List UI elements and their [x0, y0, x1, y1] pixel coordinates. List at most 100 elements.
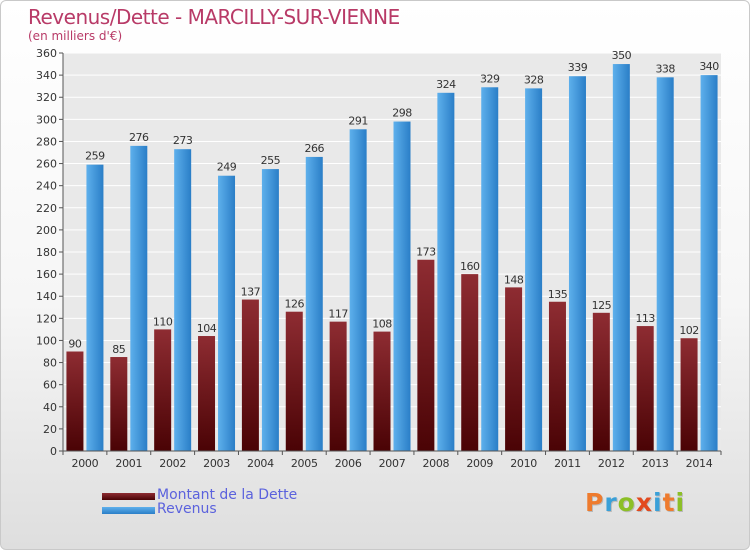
- legend-swatch-revenus: [102, 507, 155, 514]
- y-tick-label: 300: [36, 113, 57, 126]
- data-label-dette-2000: 90: [68, 338, 81, 351]
- logo-letter: i: [675, 488, 686, 517]
- bar-dette-2007: [373, 331, 391, 451]
- data-label-dette-2012: 125: [592, 299, 612, 312]
- y-tick-label: 320: [36, 91, 57, 104]
- logo-letter: x: [635, 488, 653, 517]
- y-tick-label: 260: [36, 158, 57, 171]
- bar-dette-2005: [285, 311, 303, 451]
- data-label-revenus-2005: 266: [305, 142, 325, 155]
- chart-title: Revenus/Dette - MARCILLY-SUR-VIENNE: [28, 5, 400, 29]
- y-tick-label: 0: [50, 445, 57, 458]
- data-label-revenus-2002: 273: [173, 134, 193, 147]
- y-tick-label: 340: [36, 69, 57, 82]
- y-tick-label: 200: [36, 224, 57, 237]
- bar-revenus-2011: [568, 76, 586, 451]
- data-label-revenus-2007: 298: [392, 107, 412, 120]
- y-tick-label: 160: [36, 268, 57, 281]
- x-tick-label-2012: 2012: [598, 457, 625, 470]
- data-label-dette-2011: 135: [548, 288, 568, 301]
- x-tick-label-2007: 2007: [379, 457, 406, 470]
- data-label-revenus-2010: 328: [524, 73, 544, 86]
- data-label-revenus-2008: 324: [436, 78, 456, 91]
- data-label-revenus-2011: 339: [568, 61, 588, 74]
- logo-letter: P: [585, 488, 605, 517]
- bar-revenus-2003: [218, 175, 236, 451]
- data-label-dette-2010: 148: [504, 273, 524, 286]
- y-tick-label: 280: [36, 135, 57, 148]
- x-tick-label-2005: 2005: [291, 457, 318, 470]
- data-label-dette-2006: 117: [328, 308, 348, 321]
- logo-letter: o: [617, 488, 636, 517]
- data-label-revenus-2012: 350: [612, 49, 632, 62]
- data-label-revenus-2013: 338: [655, 62, 675, 75]
- bar-revenus-2004: [261, 169, 279, 452]
- bar-revenus-2014: [700, 75, 718, 451]
- data-label-revenus-2001: 276: [129, 131, 149, 144]
- data-label-dette-2009: 160: [460, 260, 480, 273]
- y-tick-label: 120: [36, 312, 57, 325]
- bar-dette-2008: [417, 259, 435, 451]
- data-label-dette-2007: 108: [372, 318, 392, 331]
- data-label-dette-2014: 102: [679, 324, 699, 337]
- y-tick-label: 360: [36, 47, 57, 60]
- y-tick-label: 20: [43, 423, 57, 436]
- bar-dette-2012: [592, 312, 610, 451]
- bar-revenus-2013: [656, 77, 674, 452]
- bar-revenus-2009: [481, 87, 499, 452]
- x-tick-label-2009: 2009: [466, 457, 493, 470]
- y-tick-label: 180: [36, 246, 57, 259]
- legend-label-revenus: Revenus: [157, 501, 217, 517]
- logo-letter: i: [653, 488, 663, 517]
- legend-label-dette: Montant de la Dette: [157, 487, 298, 503]
- data-label-dette-2002: 110: [153, 315, 173, 328]
- x-tick-label-2014: 2014: [686, 457, 713, 470]
- data-label-revenus-2014: 340: [699, 60, 719, 73]
- data-label-revenus-2006: 291: [348, 114, 368, 127]
- bar-revenus-2000: [86, 164, 104, 451]
- bar-dette-2006: [329, 321, 347, 451]
- data-label-dette-2008: 173: [416, 246, 436, 259]
- bar-dette-2003: [198, 336, 216, 451]
- bar-revenus-2006: [349, 129, 367, 452]
- x-tick-label-2011: 2011: [554, 457, 581, 470]
- data-label-dette-2001: 85: [112, 343, 125, 356]
- bar-revenus-2012: [612, 64, 630, 452]
- data-label-dette-2003: 104: [197, 322, 217, 335]
- bar-revenus-2008: [437, 92, 455, 452]
- x-tick-label-2001: 2001: [115, 457, 142, 470]
- bar-dette-2000: [66, 351, 84, 451]
- data-label-revenus-2000: 259: [85, 150, 105, 163]
- bar-dette-2013: [636, 326, 654, 451]
- data-label-dette-2005: 126: [285, 298, 305, 311]
- y-tick-label: 100: [36, 334, 57, 347]
- bar-dette-2002: [154, 329, 172, 451]
- data-label-revenus-2003: 249: [217, 161, 237, 174]
- x-tick-label-2003: 2003: [203, 457, 230, 470]
- bar-revenus-2010: [525, 88, 543, 451]
- bar-dette-2001: [110, 357, 128, 451]
- data-label-revenus-2004: 255: [261, 154, 281, 167]
- x-tick-label-2013: 2013: [642, 457, 669, 470]
- y-tick-label: 60: [43, 379, 57, 392]
- bar-revenus-2002: [174, 149, 192, 451]
- y-tick-label: 140: [36, 290, 57, 303]
- data-label-revenus-2009: 329: [480, 72, 500, 85]
- bar-revenus-2005: [305, 156, 323, 451]
- x-tick-label-2010: 2010: [510, 457, 537, 470]
- x-tick-label-2008: 2008: [422, 457, 449, 470]
- bar-dette-2009: [461, 274, 479, 451]
- bar-dette-2011: [548, 301, 566, 451]
- bar-revenus-2001: [130, 145, 148, 451]
- y-tick-label: 220: [36, 202, 57, 215]
- x-tick-label-2000: 2000: [72, 457, 99, 470]
- data-label-dette-2004: 137: [241, 286, 261, 299]
- bar-dette-2010: [505, 287, 523, 451]
- x-tick-label-2004: 2004: [247, 457, 274, 470]
- y-tick-label: 240: [36, 180, 57, 193]
- x-tick-label-2002: 2002: [159, 457, 186, 470]
- y-tick-label: 80: [43, 357, 57, 370]
- logo-letter: t: [662, 488, 676, 517]
- logo-letter: r: [604, 488, 618, 517]
